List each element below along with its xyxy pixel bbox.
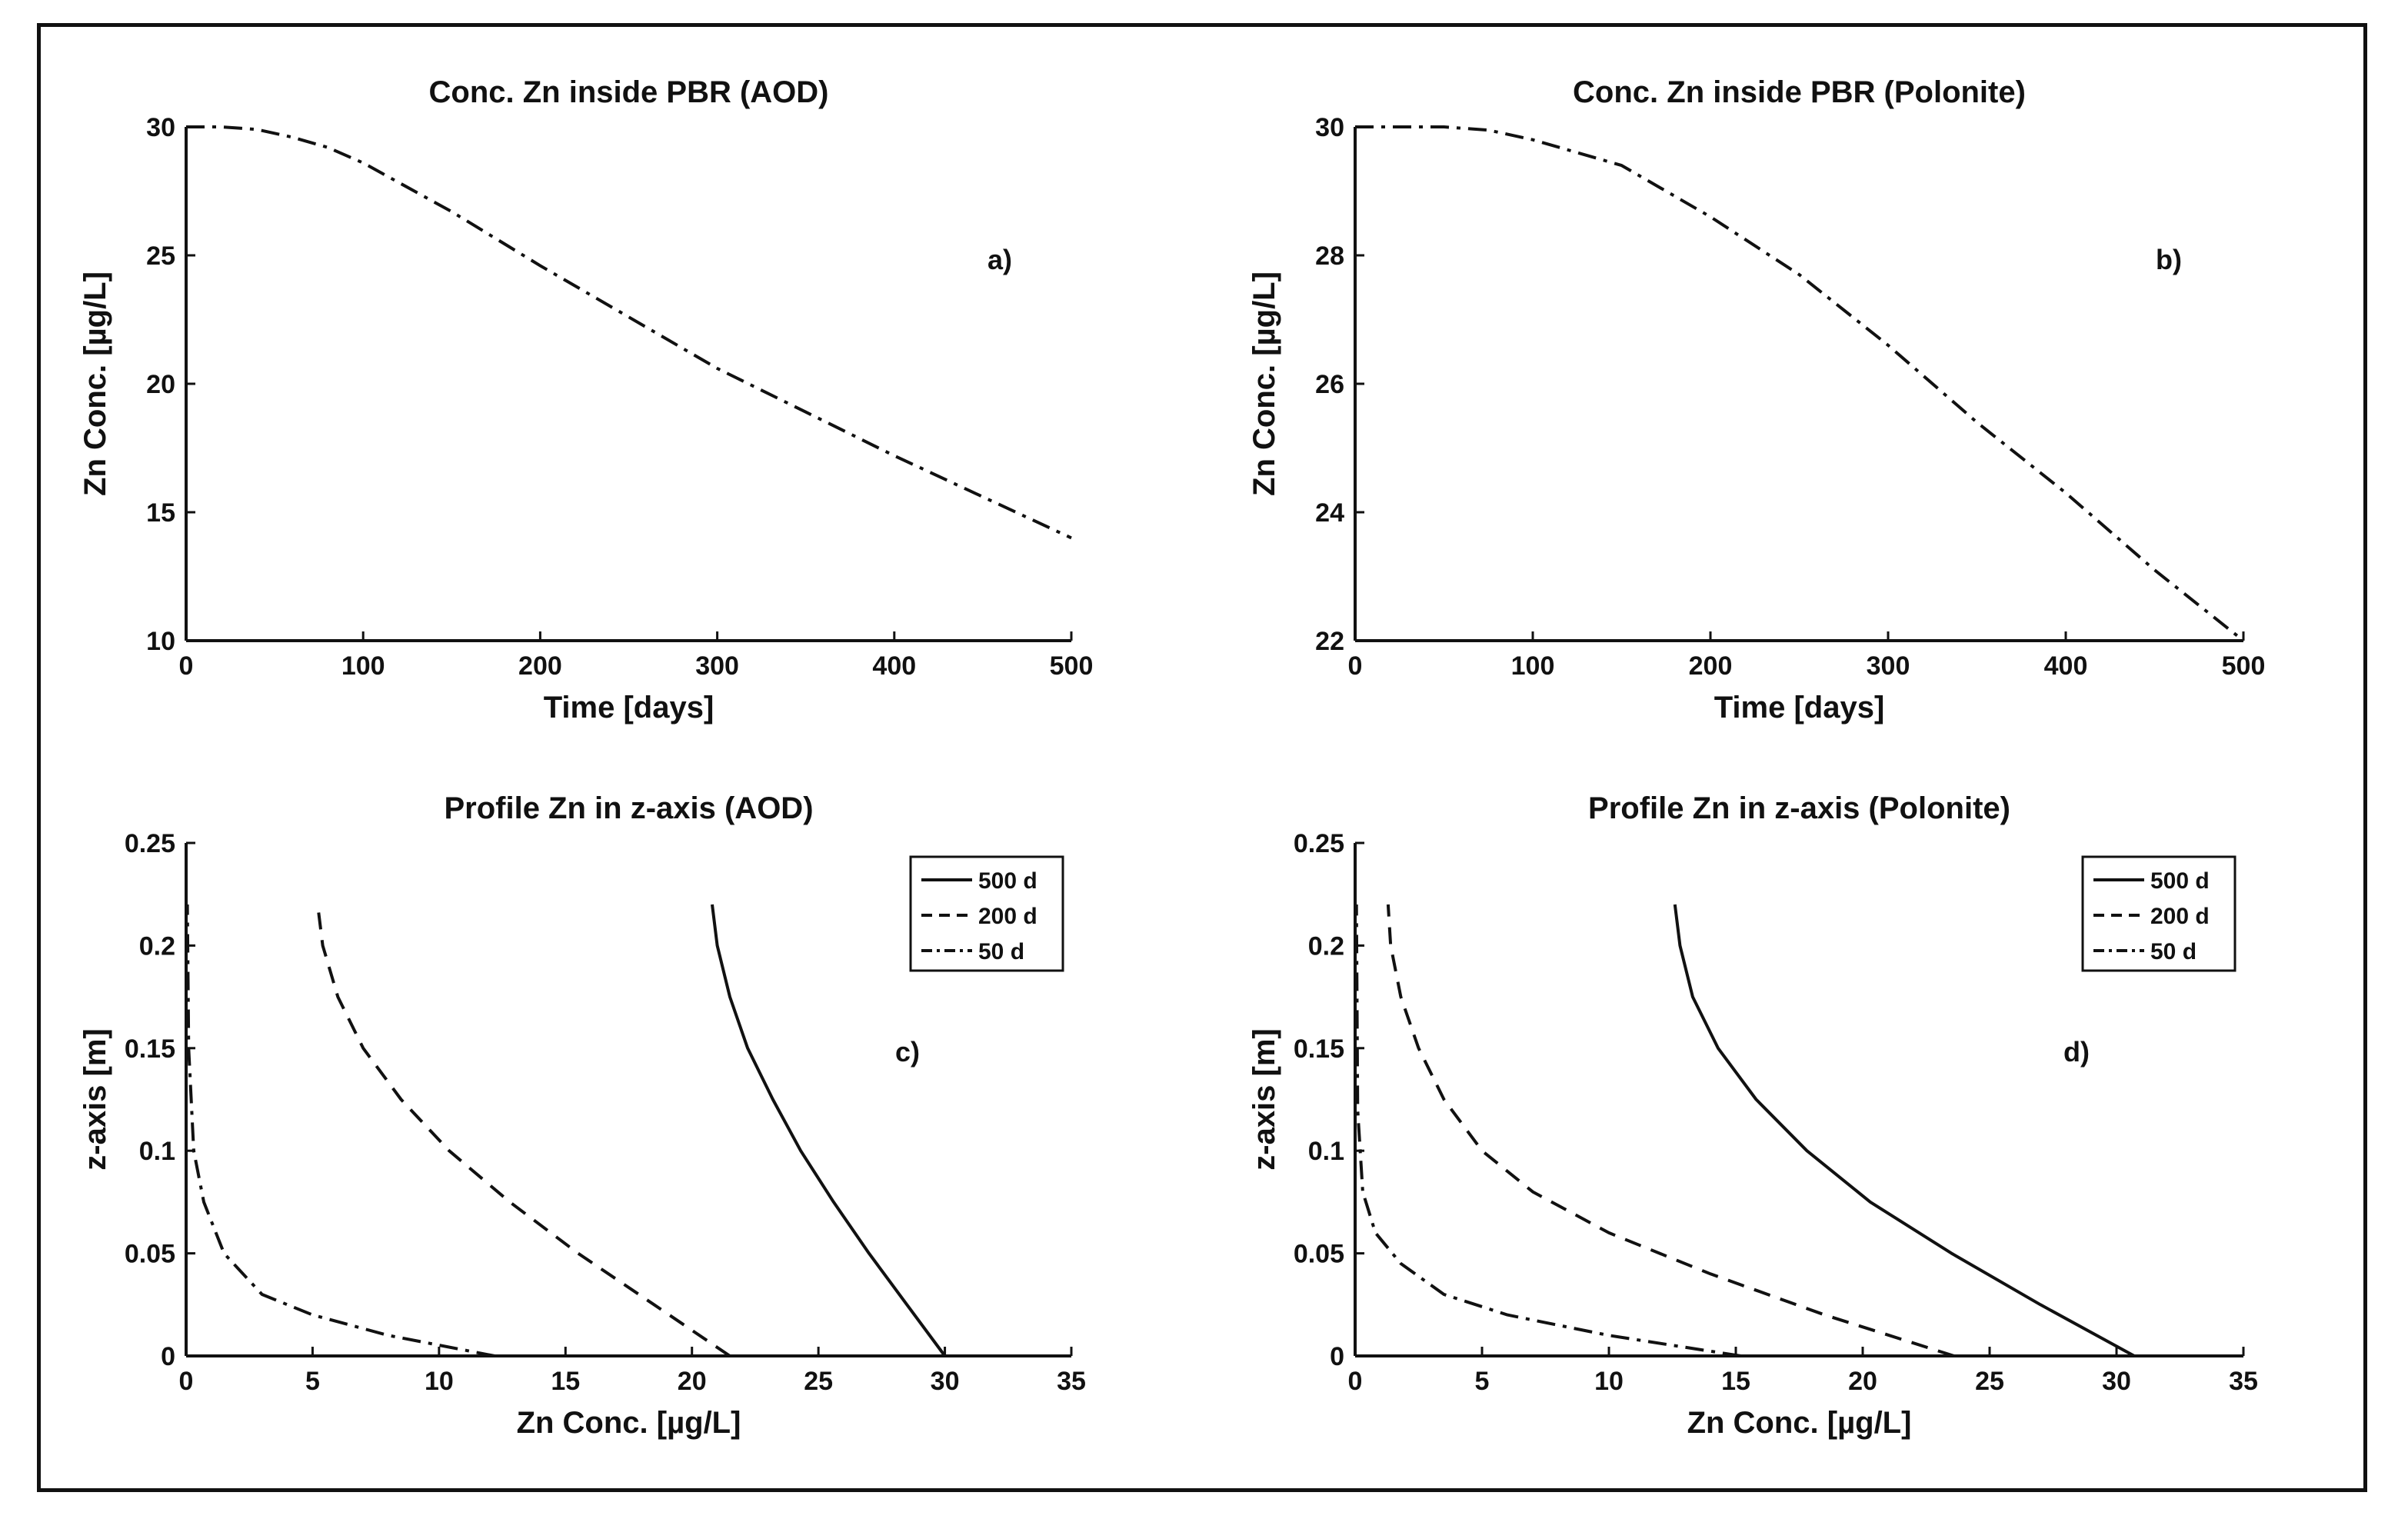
x-axis-label: Time [days] xyxy=(544,691,714,725)
figure-frame xyxy=(37,23,2367,1492)
chart-title: Conc. Zn inside PBR (AOD) xyxy=(429,75,829,109)
y-tick-label: 26 xyxy=(1315,370,1344,399)
x-tick-label: 500 xyxy=(2222,651,2266,681)
y-tick-label: 0.2 xyxy=(1308,931,1344,961)
x-axis-label: Zn Conc. [µg/L] xyxy=(1687,1406,1912,1440)
x-tick-label: 25 xyxy=(804,1367,833,1396)
x-tick-label: 200 xyxy=(518,651,562,681)
x-tick-label: 200 xyxy=(1689,651,1733,681)
panel-label: c) xyxy=(895,1036,920,1068)
legend-box xyxy=(909,855,1064,972)
x-tick-label: 0 xyxy=(1348,651,1363,681)
x-tick-label: 20 xyxy=(1848,1367,1877,1396)
x-tick-label: 5 xyxy=(305,1367,320,1396)
y-tick-label: 0.15 xyxy=(125,1034,175,1064)
series-line-Zn-conc. xyxy=(186,125,1072,540)
y-tick-label: 0 xyxy=(161,1342,175,1371)
legend-entry: 200 d xyxy=(978,904,1037,929)
x-axis-label: Zn Conc. [µg/L] xyxy=(517,1406,741,1440)
panel-label: a) xyxy=(988,244,1012,275)
y-tick-label: 30 xyxy=(1315,113,1344,142)
series-line-500-d xyxy=(711,904,947,1357)
chart-title: Profile Zn in z-axis (Polonite) xyxy=(1588,791,2010,825)
panel-a: 0 100 200 300 400 500 10 15 20 25 30 Conc. Zn insid… xyxy=(78,75,1093,725)
chart-title: Conc. Zn inside PBR (Polonite) xyxy=(1573,75,2026,109)
panel-label: b) xyxy=(2156,244,2182,275)
y-tick-label: 10 xyxy=(146,627,175,656)
y-tick-label: 0.1 xyxy=(139,1137,175,1166)
x-tick-label: 100 xyxy=(1511,651,1555,681)
y-tick-label: 0.25 xyxy=(125,829,175,858)
legend-entry: 50 d xyxy=(978,939,1024,964)
y-tick-label: 0.05 xyxy=(1294,1240,1344,1269)
y-tick-label: 22 xyxy=(1315,627,1344,656)
y-tick-label: 28 xyxy=(1315,242,1344,271)
panel-label: d) xyxy=(2063,1036,2090,1068)
x-tick-label: 300 xyxy=(1867,651,1910,681)
x-tick-label: 5 xyxy=(1475,1367,1490,1396)
x-tick-label: 500 xyxy=(1050,651,1094,681)
y-tick-label: 0.1 xyxy=(1308,1137,1344,1166)
x-tick-label: 10 xyxy=(1594,1367,1624,1396)
series-line-Zn-conc. xyxy=(1355,125,2245,642)
panel-c: 0 5 10 15 20 25 30 35 0 0.05 0.1 0.15 0.2 0.25 Profile… xyxy=(78,791,1086,1440)
x-tick-label: 15 xyxy=(1721,1367,1750,1396)
x-tick-label: 35 xyxy=(1057,1367,1086,1396)
x-tick-label: 30 xyxy=(2102,1367,2131,1396)
panel-b: 0 100 200 300 400 500 22 24 26 28 30 Conc. Zn insid… xyxy=(1247,75,2265,725)
legend-entry: 200 d xyxy=(2150,904,2210,929)
x-tick-label: 0 xyxy=(1348,1367,1363,1396)
y-axis-label: Zn Conc. [µg/L] xyxy=(78,271,112,496)
series-line-500-d xyxy=(1673,904,2136,1357)
y-tick-label: 0.05 xyxy=(125,1240,175,1269)
series-line-50-d xyxy=(1354,904,1741,1357)
x-tick-label: 10 xyxy=(425,1367,454,1396)
y-tick-label: 25 xyxy=(146,242,175,271)
series-line-50-d xyxy=(185,904,495,1357)
y-tick-label: 0 xyxy=(1330,1342,1344,1371)
y-axis-label: z-axis [m] xyxy=(1247,1028,1281,1171)
y-tick-label: 15 xyxy=(146,498,175,528)
legend-box xyxy=(2081,855,2236,972)
chart-title: Profile Zn in z-axis (AOD) xyxy=(444,791,813,825)
x-tick-label: 100 xyxy=(341,651,385,681)
series-line-200-d xyxy=(316,904,731,1357)
legend: 500 d 200 d 50 d xyxy=(909,855,1064,972)
x-tick-label: 15 xyxy=(551,1367,580,1396)
panel-d: 0 5 10 15 20 25 30 35 0 0.05 0.1 0.15 0.2 0.25 Profile… xyxy=(1247,791,2258,1440)
x-tick-label: 30 xyxy=(931,1367,960,1396)
y-axis-label: Zn Conc. [µg/L] xyxy=(1247,271,1281,496)
y-tick-label: 0.25 xyxy=(1294,829,1344,858)
x-tick-label: 25 xyxy=(1975,1367,2004,1396)
legend-entry: 500 d xyxy=(2150,868,2210,894)
x-tick-label: 20 xyxy=(678,1367,707,1396)
x-axis-label: Time [days] xyxy=(1714,691,1885,725)
legend-entry: 500 d xyxy=(978,868,1037,894)
x-tick-label: 0 xyxy=(179,651,194,681)
series-line-200-d xyxy=(1386,904,1955,1357)
y-tick-label: 0.15 xyxy=(1294,1034,1344,1064)
y-tick-label: 0.2 xyxy=(139,931,175,961)
x-tick-label: 400 xyxy=(2044,651,2088,681)
y-axis-label: z-axis [m] xyxy=(78,1028,112,1171)
x-tick-label: 35 xyxy=(2229,1367,2258,1396)
legend: 500 d 200 d 50 d xyxy=(2081,855,2236,972)
y-tick-label: 30 xyxy=(146,113,175,142)
legend-entry: 50 d xyxy=(2150,939,2197,964)
y-tick-label: 20 xyxy=(146,370,175,399)
x-tick-label: 300 xyxy=(695,651,739,681)
x-tick-label: 400 xyxy=(872,651,916,681)
x-tick-label: 0 xyxy=(179,1367,194,1396)
y-tick-label: 24 xyxy=(1315,498,1344,528)
